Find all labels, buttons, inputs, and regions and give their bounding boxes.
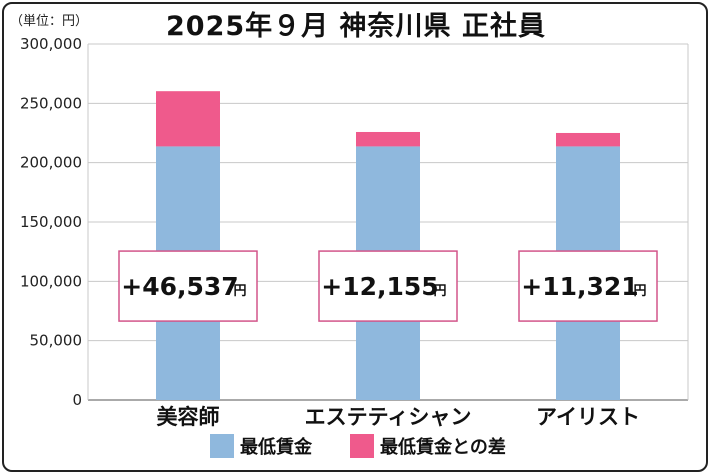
y-tick-label: 300,000	[20, 35, 82, 53]
annotation-box	[518, 250, 658, 322]
legend-label: 最低賃金	[240, 436, 313, 458]
legend-swatch-difference	[350, 434, 374, 458]
annotation-box	[118, 250, 258, 322]
legend-swatch-base	[210, 434, 234, 458]
y-tick-label: 50,000	[30, 332, 83, 350]
y-tick-label: 100,000	[20, 272, 82, 290]
annotation-value: +46,537	[121, 272, 238, 301]
y-tick-label: 0	[72, 391, 82, 409]
bar-difference	[556, 132, 620, 147]
category-label: アイリスト	[536, 405, 640, 429]
unit-label: （単位：円）	[10, 14, 89, 29]
bar-difference	[356, 131, 420, 147]
category-label: エステティシャン	[305, 405, 472, 429]
legend-label: 最低賃金との差	[380, 436, 506, 458]
bar-difference	[156, 91, 220, 147]
y-tick-label: 250,000	[20, 94, 82, 112]
annotation-unit: 円	[633, 284, 646, 299]
annotation-box	[318, 250, 458, 322]
annotation-value: +11,321	[521, 272, 638, 301]
y-tick-label: 200,000	[20, 154, 82, 172]
category-label: 美容師	[157, 405, 220, 429]
annotation-value: +12,155	[321, 272, 438, 301]
chart-title: 2025年９月 神奈川県 正社員	[166, 11, 546, 42]
annotation-unit: 円	[233, 284, 246, 299]
annotation-unit: 円	[433, 284, 446, 299]
y-tick-label: 150,000	[20, 213, 82, 231]
